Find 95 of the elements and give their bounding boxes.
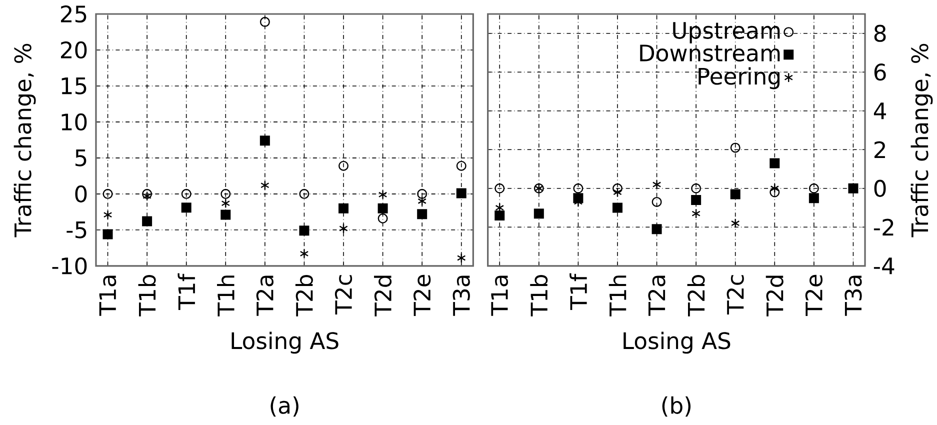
point [770, 183, 780, 194]
point [730, 218, 740, 228]
point [417, 188, 428, 199]
point [220, 210, 231, 220]
point [103, 210, 112, 220]
legend-label: Peering [698, 67, 780, 90]
point [142, 188, 152, 199]
point [770, 158, 780, 168]
point [102, 229, 113, 240]
y-tick-label: 20 [60, 41, 87, 58]
y-tick-label: 5 [76, 149, 86, 166]
y-tick-label: 0 [75, 185, 87, 202]
y2-tick-label: -4 [874, 258, 894, 274]
point [730, 189, 740, 200]
point [418, 196, 426, 206]
x-tick-label: T2c [726, 275, 744, 314]
x-axis-title: Losing AS [624, 332, 730, 354]
x-tick-label: T2b [687, 274, 705, 316]
point [181, 202, 192, 213]
point [260, 16, 270, 27]
point [692, 208, 700, 219]
x-tick-label: T2e [414, 274, 431, 316]
point [494, 183, 505, 194]
y-tick-label: 15 [62, 77, 86, 94]
point [652, 179, 662, 190]
y-axis-title: Traffic change, % [14, 44, 36, 238]
point [573, 183, 584, 194]
point [808, 193, 819, 203]
point [652, 224, 662, 234]
y2-tick-label: 6 [874, 63, 886, 81]
point [808, 183, 819, 194]
point [260, 180, 270, 190]
point [142, 191, 152, 202]
point [652, 196, 662, 207]
y2-tick-label: 4 [874, 102, 886, 120]
point [260, 136, 270, 146]
point [338, 203, 349, 214]
x-tick-label: T1a [491, 276, 508, 316]
point [417, 209, 428, 219]
x-tick-label: T1b [138, 274, 156, 316]
x-tick-label: T2b [295, 274, 313, 316]
point [848, 183, 858, 194]
point [770, 187, 780, 198]
x-tick-label: T2a [648, 276, 666, 316]
legend-label: Downstream [640, 44, 780, 62]
x-tick-label: T2e [805, 274, 823, 316]
x-tick-label: T3a [844, 276, 862, 316]
point [338, 160, 349, 171]
x-tick-label: T1a [99, 276, 116, 316]
point [613, 187, 622, 198]
y-tick-label: -5 [66, 221, 86, 238]
point [299, 188, 310, 199]
point [456, 160, 466, 171]
text: (a) [270, 396, 298, 417]
legend-label: Upstream [673, 22, 780, 44]
point [494, 210, 505, 220]
y2-tick-label: 0 [874, 180, 886, 197]
point [612, 202, 622, 213]
point [181, 188, 192, 199]
y-tick-label: 10 [62, 113, 87, 130]
point [378, 203, 388, 214]
y2-tick-label: 2 [874, 141, 885, 158]
x-tick-label: T3a [452, 276, 470, 316]
x-tick-label: T1h [608, 276, 626, 316]
y2-tick-label: 8 [874, 24, 886, 42]
x-tick-label: T1h [217, 276, 234, 316]
x-tick-label: T1b [530, 274, 548, 316]
point [220, 188, 231, 199]
text: (b) [662, 396, 691, 417]
point [730, 142, 740, 153]
y2-tick-label: -2 [874, 218, 894, 236]
x-tick-label: T1f [570, 273, 587, 310]
y-tick-label: 25 [60, 5, 86, 22]
point [378, 190, 388, 200]
point [300, 248, 309, 259]
point [378, 213, 388, 224]
point [142, 216, 152, 226]
x-axis-title: Losing AS [232, 332, 338, 354]
point [691, 183, 702, 194]
x-tick-label: T2d [374, 276, 392, 316]
point [534, 208, 544, 219]
point [691, 194, 702, 205]
point [456, 188, 466, 198]
x-tick-label: T1f [178, 273, 195, 310]
x-tick-label: T2a [256, 276, 274, 316]
point [221, 198, 230, 208]
y-tick-label: -10 [52, 257, 87, 274]
x-tick-label: T2d [766, 276, 784, 316]
point [339, 223, 348, 234]
point [456, 252, 466, 263]
y2-axis-title: Traffic change, % [910, 44, 933, 238]
x-tick-label: T2c [334, 275, 352, 314]
point [299, 226, 310, 236]
point [612, 183, 622, 194]
point [102, 188, 113, 199]
